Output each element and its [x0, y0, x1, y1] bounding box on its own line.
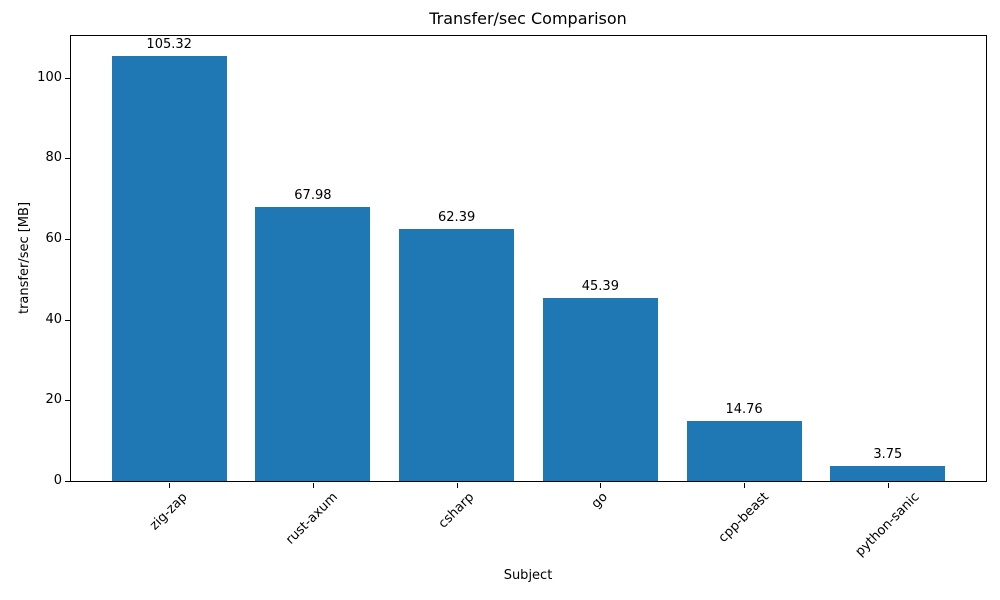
- y-tick-mark: [65, 481, 70, 482]
- y-tick-mark: [65, 238, 70, 240]
- x-tick-mark: [744, 483, 746, 488]
- y-tick-mark: [65, 158, 70, 160]
- x-tick-mark: [169, 483, 171, 488]
- y-tick-label: 60: [45, 230, 62, 246]
- x-tick-label: csharp: [435, 490, 477, 532]
- x-axis-label: Subject: [503, 568, 553, 583]
- bar-cpp-beast: [686, 421, 802, 481]
- y-tick-mark: [65, 77, 70, 79]
- y-tick-label: 80: [45, 150, 62, 166]
- bar-value-label: 3.75: [873, 446, 903, 462]
- bar-csharp: [399, 229, 515, 481]
- y-tick-label: 40: [45, 311, 62, 327]
- bar-value-label: 105.32: [146, 37, 192, 53]
- bar-value-label: 62.39: [438, 210, 476, 226]
- y-tick-mark: [65, 319, 70, 321]
- x-tick-label: zig-zap: [147, 489, 191, 534]
- y-tick-mark: [65, 400, 70, 402]
- x-tick-label: rust-axum: [283, 490, 342, 548]
- y-tick-label: 20: [45, 392, 62, 408]
- bar-value-label: 45.39: [581, 278, 619, 294]
- x-tick-mark: [312, 483, 314, 488]
- bar-value-label: 67.98: [294, 187, 332, 203]
- bar-python-sanic: [830, 465, 946, 481]
- chart-title: Transfer/sec Comparison: [429, 9, 627, 28]
- x-tick-mark: [600, 483, 602, 488]
- x-tick-label: cpp-beast: [715, 489, 773, 547]
- y-axis-label: transfer/sec [MB]: [17, 201, 32, 315]
- bar-value-label: 14.76: [725, 402, 763, 418]
- x-tick-label: go: [589, 489, 612, 512]
- y-tick-label: 0: [53, 473, 62, 488]
- bar-rust-axum: [255, 206, 371, 481]
- y-tick-label: 100: [37, 69, 62, 85]
- bar-zig-zap: [111, 56, 227, 481]
- x-tick-label: python-sanic: [852, 490, 923, 560]
- x-tick-mark: [887, 483, 889, 488]
- plot-area: [70, 35, 987, 482]
- x-tick-mark: [456, 483, 458, 488]
- bar-go: [542, 297, 658, 481]
